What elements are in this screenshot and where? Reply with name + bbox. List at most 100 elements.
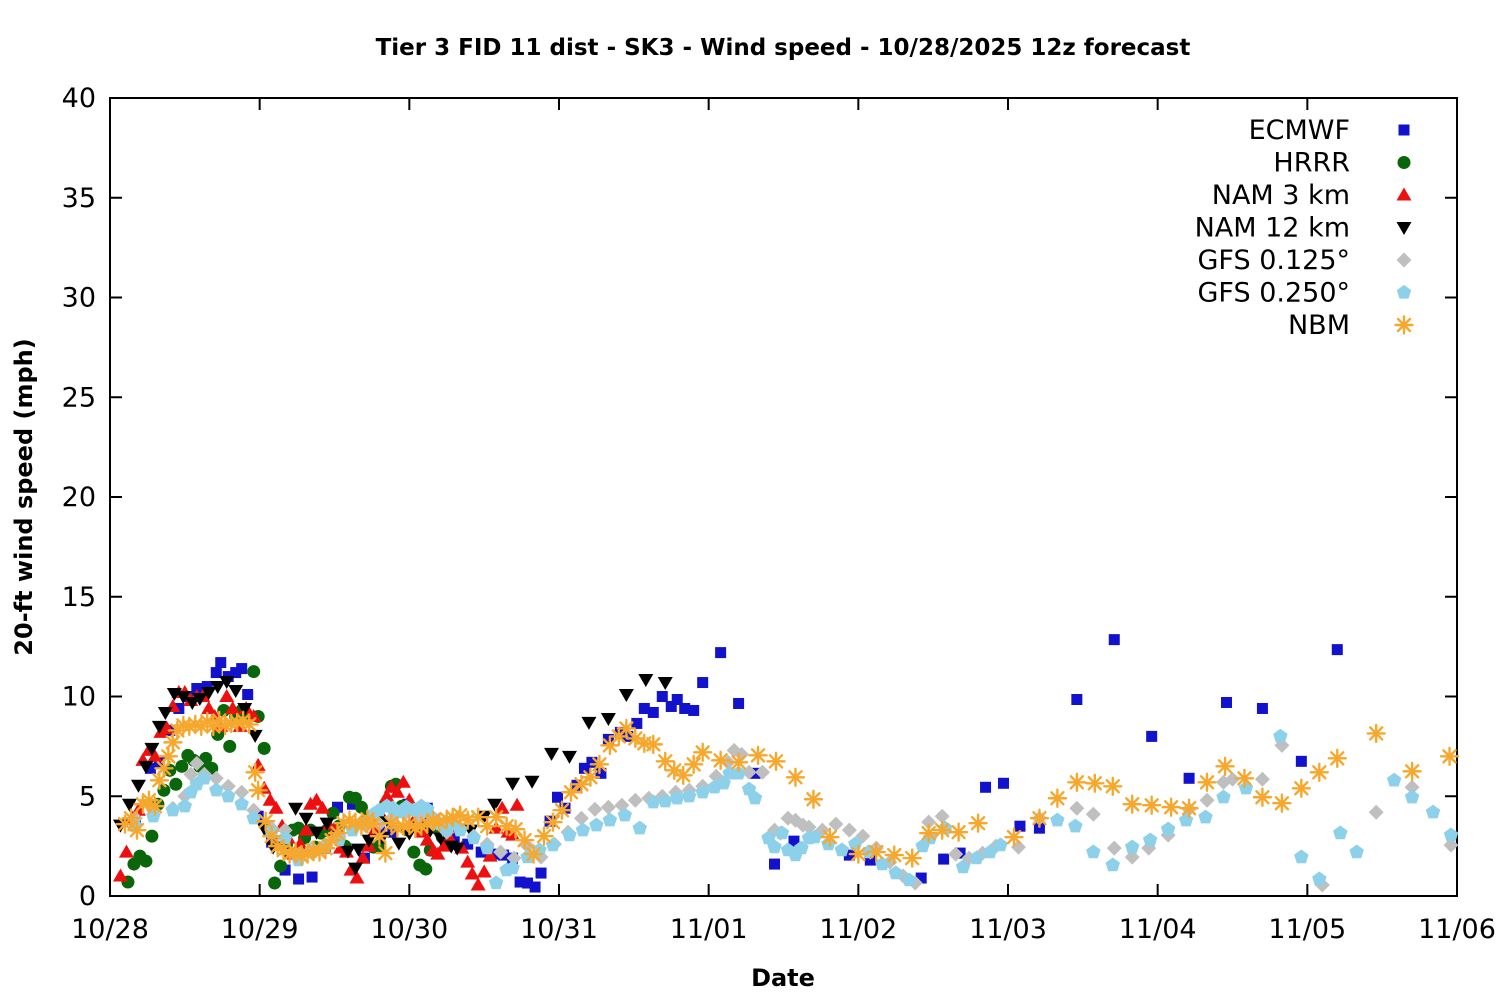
data-point-square: [1256, 702, 1268, 714]
data-point-asterisk: [1272, 793, 1292, 813]
data-point-diamond: [234, 784, 250, 800]
data-point-pentagon: [747, 790, 763, 805]
data-point-triangle-down: [449, 842, 465, 856]
data-point-diamond: [948, 846, 964, 862]
data-point-asterisk: [1122, 794, 1142, 814]
data-point-square: [144, 762, 156, 774]
data-point-asterisk: [820, 827, 840, 847]
triangle-down-legend-marker-icon: [1396, 222, 1412, 235]
data-point-asterisk: [239, 714, 259, 735]
data-point-asterisk: [1197, 772, 1217, 792]
y-tick-label: 10: [62, 682, 96, 713]
data-point-pentagon: [1160, 821, 1176, 836]
data-point-square: [602, 733, 614, 745]
legend-label: ECMWF: [1249, 115, 1350, 146]
data-point-asterisk: [1029, 808, 1050, 828]
data-point-triangle-down: [340, 845, 356, 859]
data-point-diamond: [1106, 840, 1122, 856]
data-point-triangle-down: [237, 702, 253, 716]
plot-frame: 0 5 10 15 20 25 30 35 40 10/28 10/29 10/30 10/31 11/0…: [62, 83, 1496, 945]
data-point-triangle-up: [464, 866, 480, 880]
data-point-triangle-down: [391, 837, 407, 851]
data-point-asterisk: [375, 843, 396, 863]
data-point-asterisk: [1179, 798, 1199, 818]
data-point-pentagon: [1142, 832, 1158, 847]
data-point-square: [535, 867, 547, 879]
data-point-triangle-down: [638, 674, 654, 688]
data-point-asterisk: [1047, 788, 1068, 808]
data-point-asterisk: [534, 826, 554, 846]
legend-label: NBM: [1288, 310, 1350, 341]
data-point-square: [595, 767, 607, 779]
data-point-asterisk: [932, 820, 952, 840]
data-point-triangle-down: [121, 798, 137, 812]
data-point-triangle-up: [1396, 187, 1412, 201]
data-point-asterisk: [1215, 756, 1235, 777]
data-point-diamond: [208, 770, 224, 786]
data-point-diamond: [189, 755, 205, 771]
data-point-asterisk: [748, 745, 768, 766]
data-point-square: [1108, 634, 1120, 646]
data-point-pentagon: [888, 865, 903, 880]
series-gfs-0-250-: [128, 728, 1459, 890]
data-point-square: [1071, 693, 1083, 705]
data-point-circle: [223, 739, 237, 753]
data-point-pentagon: [1312, 871, 1327, 886]
data-point-square: [489, 848, 501, 860]
data-point-triangle-down: [219, 676, 235, 690]
data-point-square: [1295, 755, 1307, 767]
y-axis-title: 20-ft wind speed (mph): [10, 338, 38, 655]
data-point-pentagon: [505, 860, 520, 875]
data-point-triangle-up: [118, 844, 134, 858]
data-point-circle: [169, 777, 183, 791]
data-point-square: [638, 702, 650, 714]
data-point-asterisk: [387, 818, 408, 838]
data-point-triangle-down: [561, 750, 577, 764]
data-point-asterisk: [1067, 772, 1087, 792]
data-point-pentagon: [1216, 789, 1231, 804]
data-point-square: [552, 791, 564, 803]
data-point-pentagon: [1050, 812, 1065, 827]
data-point-asterisk: [1103, 776, 1123, 796]
data-point-square: [647, 706, 659, 718]
data-point-triangle-down: [347, 862, 363, 876]
legend-item-nbm: NBM: [1288, 310, 1414, 341]
x-tick-label: 11/02: [819, 914, 897, 945]
data-point-square: [733, 697, 745, 709]
data-point-diamond: [828, 816, 844, 832]
data-point-triangle-up: [147, 748, 163, 762]
data-point-asterisk: [710, 750, 731, 771]
data-point-asterisk: [902, 848, 922, 868]
data-point-asterisk: [1402, 761, 1422, 782]
data-point-square: [1398, 124, 1410, 136]
data-point-square: [864, 854, 876, 866]
data-point-triangle-down: [361, 834, 377, 848]
data-point-asterisk: [1366, 723, 1386, 744]
data-point-asterisk: [728, 752, 749, 773]
x-tick-label: 10/30: [370, 914, 448, 945]
data-point-pentagon: [209, 782, 224, 797]
data-point-pentagon: [420, 801, 435, 816]
data-point-triangle-up: [419, 832, 435, 846]
data-point-pentagon: [658, 793, 673, 808]
data-point-triangle-down: [600, 712, 616, 726]
data-point-asterisk: [1161, 797, 1181, 817]
data-point-square: [1331, 644, 1343, 656]
data-point-square: [331, 801, 343, 813]
data-point-asterisk: [684, 754, 704, 775]
data-point-square: [788, 835, 800, 847]
data-point-triangle-down: [184, 696, 200, 710]
data-point-asterisk: [589, 754, 610, 775]
data-point-diamond: [921, 814, 937, 830]
circle-legend-marker-icon: [1397, 156, 1411, 169]
data-point-pentagon: [1349, 844, 1364, 859]
data-point-square: [475, 846, 487, 858]
y-tick-label: 30: [62, 283, 96, 314]
data-point-diamond: [755, 764, 771, 780]
data-point-pentagon: [165, 802, 181, 817]
data-point-pentagon: [731, 765, 746, 780]
data-point-asterisk: [255, 811, 276, 831]
y-tick-label: 35: [62, 183, 96, 214]
data-point-triangle-down: [350, 843, 366, 857]
data-point-square: [293, 873, 305, 885]
